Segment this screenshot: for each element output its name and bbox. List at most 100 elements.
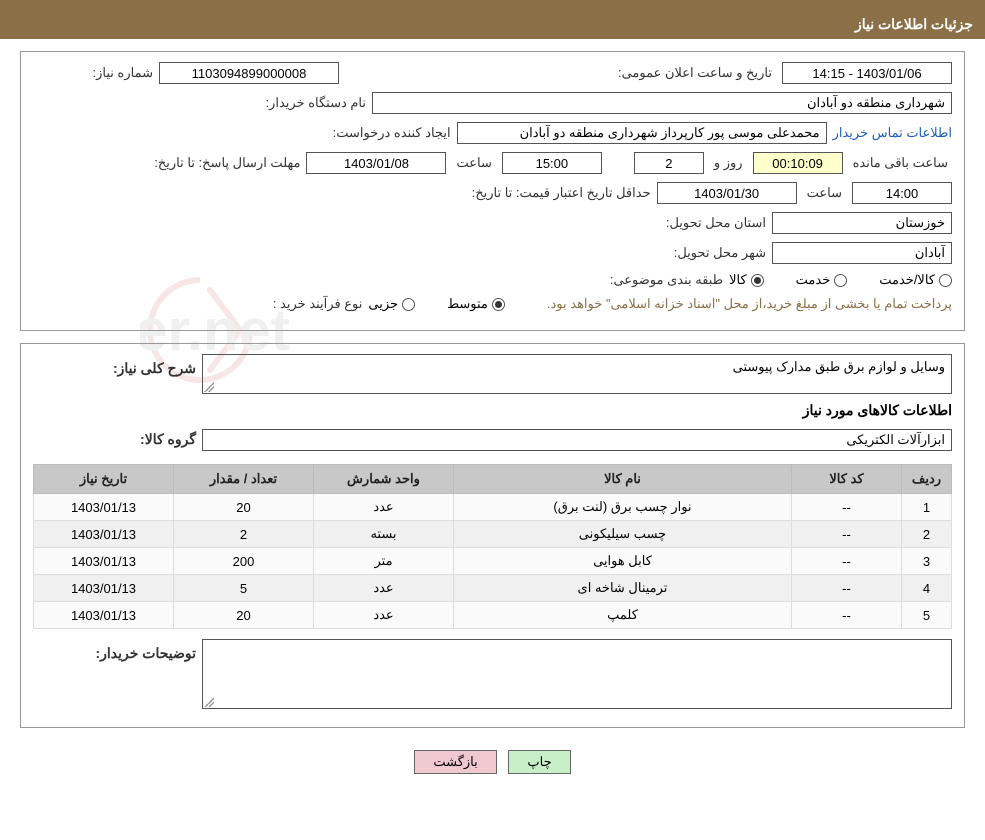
- category-label: طبقه بندی موضوعی:: [603, 272, 723, 288]
- table-row: 3--کابل هواییمتر2001403/01/13: [34, 548, 952, 575]
- cell-idx: 5: [902, 602, 952, 629]
- print-button[interactable]: چاپ: [508, 750, 570, 774]
- cell-qty: 200: [174, 548, 314, 575]
- radio-service-input[interactable]: [834, 274, 847, 287]
- cell-unit: عدد: [314, 494, 454, 521]
- cell-unit: عدد: [314, 602, 454, 629]
- group-label: گروه کالا:: [76, 431, 196, 448]
- cell-idx: 2: [902, 521, 952, 548]
- price-time-label: ساعت: [803, 185, 846, 201]
- announce-field: 1403/01/06 - 14:15: [782, 62, 952, 84]
- back-button[interactable]: بازگشت: [414, 750, 496, 774]
- cell-code: --: [792, 575, 902, 602]
- reply-date-field: 1403/01/08: [306, 152, 446, 174]
- need-desc-field[interactable]: وسایل و لوازم برق طبق مدارک پیوستی: [202, 354, 952, 394]
- table-header-row: ردیف کد کالا نام کالا واحد شمارش تعداد /…: [34, 465, 952, 494]
- radio-medium-input[interactable]: [492, 298, 505, 311]
- radio-minor[interactable]: جزیی: [368, 296, 415, 312]
- radio-goods[interactable]: کالا: [729, 272, 764, 288]
- th-code: کد کالا: [792, 465, 902, 494]
- group-field: ابزارآلات الکتریکی: [202, 429, 952, 451]
- need-no-field: 1103094899000008: [159, 62, 339, 84]
- cell-name: چسب سیلیکونی: [454, 521, 792, 548]
- announce-label: تاریخ و ساعت اعلان عمومی:: [614, 65, 776, 81]
- days-and-label: روز و: [710, 155, 747, 171]
- row-category: طبقه بندی موضوعی: کالا خدمت کالا/خدمت: [33, 272, 952, 288]
- row-group: گروه کالا: ابزارآلات الکتریکی: [33, 425, 952, 454]
- row-need-desc: شرح کلی نیاز: وسایل و لوازم برق طبق مدار…: [33, 354, 952, 394]
- cell-unit: عدد: [314, 575, 454, 602]
- cell-date: 1403/01/13: [34, 575, 174, 602]
- th-unit: واحد شمارش: [314, 465, 454, 494]
- days-left-field: 2: [634, 152, 704, 174]
- price-date-field: 1403/01/30: [657, 182, 797, 204]
- requester-field: محمدعلی موسی پور کارپرداز شهرداری منطقه …: [457, 122, 827, 144]
- info-panel: شماره نیاز: 1103094899000008 تاریخ و ساع…: [20, 51, 965, 331]
- buyer-notes-label: توضیحات خریدار:: [76, 645, 196, 662]
- province-label: استان محل تحویل:: [646, 215, 766, 231]
- city-label: شهر محل تحویل:: [646, 245, 766, 261]
- items-table: ردیف کد کالا نام کالا واحد شمارش تعداد /…: [33, 464, 952, 629]
- table-row: 2--چسب سیلیکونیبسته21403/01/13: [34, 521, 952, 548]
- cell-qty: 5: [174, 575, 314, 602]
- cell-code: --: [792, 602, 902, 629]
- reply-deadline-label: مهلت ارسال پاسخ: تا تاریخ:: [154, 155, 300, 171]
- cell-date: 1403/01/13: [34, 548, 174, 575]
- requester-label: ایجاد کننده درخواست:: [331, 125, 451, 141]
- radio-minor-input[interactable]: [402, 298, 415, 311]
- buyer-notes-field[interactable]: [202, 639, 952, 709]
- items-panel: شرح کلی نیاز: وسایل و لوازم برق طبق مدار…: [20, 343, 965, 728]
- table-row: 5--کلمپعدد201403/01/13: [34, 602, 952, 629]
- row-city: شهر محل تحویل: آبادان: [33, 242, 952, 264]
- th-date: تاریخ نیاز: [34, 465, 174, 494]
- row-buyer-org: نام دستگاه خریدار: شهرداری منطقه دو آباد…: [33, 92, 952, 114]
- radio-service-label: خدمت: [796, 272, 831, 288]
- radio-goods-service[interactable]: کالا/خدمت: [879, 272, 952, 288]
- countdown-field: 00:10:09: [753, 152, 843, 174]
- radio-service[interactable]: خدمت: [796, 272, 848, 288]
- cell-unit: بسته: [314, 521, 454, 548]
- need-desc-label: شرح کلی نیاز:: [76, 360, 196, 377]
- table-row: 1--نوار چسب برق (لنت برق)عدد201403/01/13: [34, 494, 952, 521]
- row-purchase-type: نوع فرآیند خرید : جزیی متوسط پرداخت تمام…: [33, 296, 952, 312]
- cell-code: --: [792, 494, 902, 521]
- cell-name: کابل هوایی: [454, 548, 792, 575]
- row-price-validity: حداقل تاریخ اعتبار قیمت: تا تاریخ: 1403/…: [33, 182, 952, 204]
- radio-goods-label: کالا: [729, 272, 747, 288]
- cell-name: کلمپ: [454, 602, 792, 629]
- purchase-type-label: نوع فرآیند خرید :: [242, 296, 362, 312]
- payment-note: پرداخت تمام یا بخشی از مبلغ خرید،از محل …: [547, 296, 952, 312]
- row-province: استان محل تحویل: خوزستان: [33, 212, 952, 234]
- th-qty: تعداد / مقدار: [174, 465, 314, 494]
- radio-goods-service-label: کالا/خدمت: [879, 272, 935, 288]
- buyer-org-label: نام دستگاه خریدار:: [246, 95, 366, 111]
- table-row: 4--ترمینال شاخه ایعدد51403/01/13: [34, 575, 952, 602]
- radio-minor-label: جزیی: [368, 296, 398, 312]
- radio-goods-input[interactable]: [751, 274, 764, 287]
- contact-link[interactable]: اطلاعات تماس خریدار: [833, 125, 952, 141]
- cell-unit: متر: [314, 548, 454, 575]
- cell-idx: 4: [902, 575, 952, 602]
- row-buyer-notes: توضیحات خریدار:: [33, 639, 952, 709]
- price-time-field: 14:00: [852, 182, 952, 204]
- cell-code: --: [792, 548, 902, 575]
- need-no-label: شماره نیاز:: [33, 65, 153, 81]
- th-name: نام کالا: [454, 465, 792, 494]
- city-field: آبادان: [772, 242, 952, 264]
- remaining-label: ساعت باقی مانده: [849, 155, 952, 171]
- cell-name: ترمینال شاخه ای: [454, 575, 792, 602]
- cell-qty: 2: [174, 521, 314, 548]
- cell-date: 1403/01/13: [34, 494, 174, 521]
- row-reply-deadline: مهلت ارسال پاسخ: تا تاریخ: 1403/01/08 سا…: [33, 152, 952, 174]
- radio-medium[interactable]: متوسط: [447, 296, 505, 312]
- th-idx: ردیف: [902, 465, 952, 494]
- reply-time-field: 15:00: [502, 152, 602, 174]
- radio-medium-label: متوسط: [447, 296, 488, 312]
- items-table-wrap: ردیف کد کالا نام کالا واحد شمارش تعداد /…: [33, 464, 952, 629]
- button-row: چاپ بازگشت: [0, 740, 985, 788]
- radio-goods-service-input[interactable]: [939, 274, 952, 287]
- cell-qty: 20: [174, 602, 314, 629]
- cell-code: --: [792, 521, 902, 548]
- page-header: جزئیات اطلاعات نیاز: [0, 10, 985, 39]
- row-requester: ایجاد کننده درخواست: محمدعلی موسی پور کا…: [33, 122, 952, 144]
